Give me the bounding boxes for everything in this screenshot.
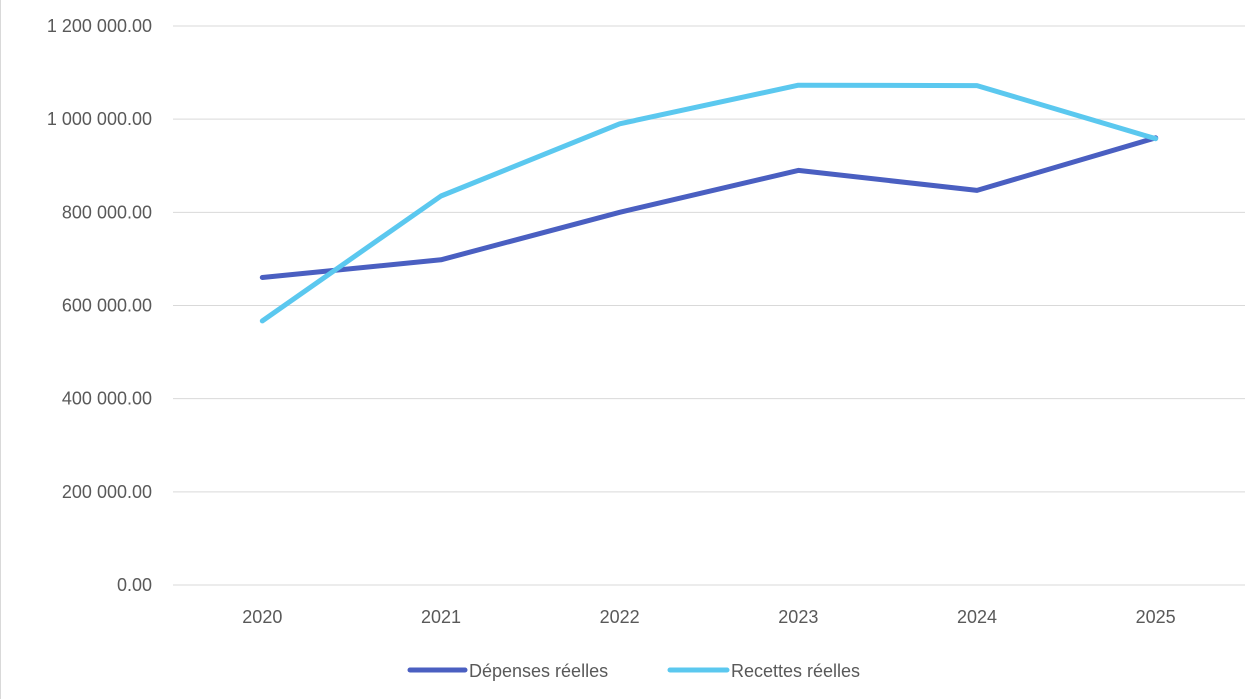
series-line-2	[259, 82, 1159, 324]
y-tick-label: 200 000.00	[62, 482, 152, 502]
legend-item: Dépenses réelles	[407, 661, 608, 681]
legend: Dépenses réelles Recettes réelles	[407, 661, 860, 681]
x-axis-labels: 2020 2021 2022 2023 2024 2025	[242, 607, 1175, 627]
y-tick-label: 400 000.00	[62, 389, 152, 409]
y-tick-label: 0.00	[117, 575, 152, 595]
x-tick-label: 2022	[600, 607, 640, 627]
x-tick-label: 2023	[778, 607, 818, 627]
y-tick-label: 1 000 000.00	[47, 109, 152, 129]
y-axis-labels: 0.00 200 000.00 400 000.00 600 000.00 800 00…	[47, 16, 152, 595]
legend-label: Recettes réelles	[731, 661, 860, 681]
y-tick-label: 800 000.00	[62, 202, 152, 222]
series-lines	[259, 82, 1159, 324]
x-tick-label: 2020	[242, 607, 282, 627]
x-tick-label: 2025	[1136, 607, 1176, 627]
legend-item: Recettes réelles	[667, 661, 860, 681]
y-tick-label: 1 200 000.00	[47, 16, 152, 36]
gridlines	[173, 25, 1245, 586]
y-tick-label: 600 000.00	[62, 296, 152, 316]
series-line-1	[259, 135, 1159, 280]
x-tick-label: 2024	[957, 607, 997, 627]
legend-label: Dépenses réelles	[469, 661, 608, 681]
x-tick-label: 2021	[421, 607, 461, 627]
